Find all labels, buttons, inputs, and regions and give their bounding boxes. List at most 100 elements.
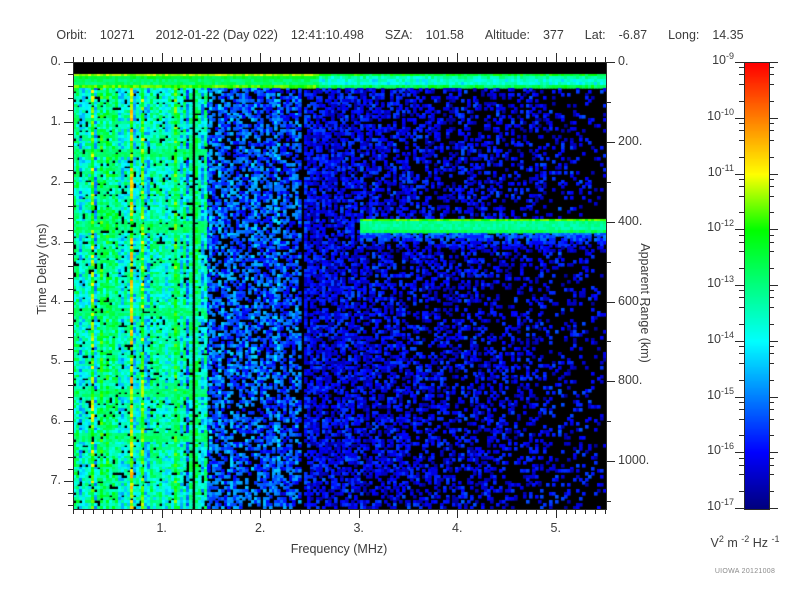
colorbar-minor-tick — [739, 458, 744, 459]
x-axis-minor-tick — [378, 509, 379, 514]
x-axis-minor-tick-top — [221, 57, 222, 62]
colorbar-minor-tick — [769, 140, 774, 141]
colorbar-exponent: -9 — [725, 50, 734, 61]
y-axis-left-label: Time Delay (ms) — [35, 223, 49, 315]
colorbar-major-tick — [769, 62, 778, 63]
y-axis-left-minor-tick — [68, 349, 73, 350]
x-axis-label: Frequency (MHz) — [290, 542, 388, 556]
x-axis-minor-tick-top — [526, 57, 527, 62]
x-axis-minor-tick — [477, 509, 478, 514]
y-axis-right-tick-label: 200. — [618, 133, 643, 148]
x-axis-minor-tick-top — [566, 57, 567, 62]
y-axis-left-minor-tick — [68, 98, 73, 99]
colorbar-tick-label: 10-9 — [678, 50, 734, 67]
x-axis-minor-tick-top — [211, 57, 212, 62]
y-axis-left-minor-tick — [68, 194, 73, 195]
colorbar-minor-tick — [769, 101, 774, 102]
colorbar-minor-tick — [769, 346, 774, 347]
x-axis-minor-tick-top — [438, 57, 439, 62]
colorbar-minor-tick — [739, 297, 744, 298]
colorbar-major-tick — [735, 118, 744, 119]
y-axis-right-major-tick — [606, 461, 615, 462]
x-axis-minor-tick — [575, 509, 576, 514]
x-axis-minor-tick — [546, 509, 547, 514]
x-axis-tick-label: 3. — [353, 521, 364, 535]
y-axis-left-tick-label: 0. — [50, 54, 61, 68]
colorbar-exponent: -10 — [720, 106, 734, 117]
x-axis-minor-tick-top — [378, 57, 379, 62]
colorbar-minor-tick — [739, 130, 744, 131]
x-axis-minor-tick-top — [290, 57, 291, 62]
x-axis-minor-tick-top — [536, 57, 537, 62]
colorbar-exponent: -13 — [720, 273, 734, 284]
x-axis-minor-tick-top — [103, 57, 104, 62]
x-axis-minor-tick — [300, 509, 301, 514]
y-axis-left-minor-tick — [68, 146, 73, 147]
x-axis-major-tick — [359, 509, 360, 518]
colorbar-minor-tick — [739, 491, 744, 492]
x-axis-minor-tick — [467, 509, 468, 514]
colorbar-gradient — [745, 63, 769, 509]
x-axis-minor-tick-top — [83, 57, 84, 62]
long-label: Long: — [668, 28, 700, 42]
colorbar-major-tick — [735, 397, 744, 398]
y-axis-left-minor-tick — [68, 266, 73, 267]
colorbar-minor-tick — [739, 84, 744, 85]
y-axis-right-major-tick — [606, 142, 615, 143]
colorbar-tick-label: 10-15 — [678, 386, 734, 402]
x-axis-minor-tick — [73, 509, 74, 514]
colorbar-minor-tick — [739, 251, 744, 252]
x-axis-major-tick-top — [260, 53, 261, 62]
colorbar-mantissa: 10 — [707, 165, 722, 179]
colorbar-major-tick — [735, 341, 744, 342]
x-axis-minor-tick — [270, 509, 271, 514]
x-axis-minor-tick — [152, 509, 153, 514]
x-axis-minor-tick — [280, 509, 281, 514]
x-axis-minor-tick — [566, 509, 567, 514]
x-axis-minor-tick-top — [280, 57, 281, 62]
colorbar-minor-tick — [769, 67, 774, 68]
observation-time: 12:41:10.498 — [290, 28, 364, 42]
y-axis-left-minor-tick — [68, 397, 73, 398]
x-axis-minor-tick-top — [585, 57, 586, 62]
y-axis-right-major-tick — [606, 222, 615, 223]
colorbar-major-tick — [769, 341, 778, 342]
x-axis-minor-tick-top — [231, 57, 232, 62]
x-axis-minor-tick — [181, 509, 182, 514]
units-v: V — [710, 536, 719, 550]
x-axis-minor-tick — [408, 509, 409, 514]
x-axis-minor-tick — [447, 509, 448, 514]
x-axis-minor-tick — [240, 509, 241, 514]
y-axis-left-major-tick — [64, 122, 73, 123]
x-axis-minor-tick — [112, 509, 113, 514]
x-axis-minor-tick — [221, 509, 222, 514]
y-axis-left-minor-tick — [68, 373, 73, 374]
x-axis-tick-label: 1. — [156, 521, 167, 535]
x-axis-minor-tick — [398, 509, 399, 514]
x-axis-major-tick-top — [457, 53, 458, 62]
y-axis-right-minor-tick — [606, 421, 611, 422]
y-axis-right-major-tick — [606, 381, 615, 382]
lat-value: -6.87 — [618, 28, 648, 42]
colorbar-minor-tick — [769, 474, 774, 475]
x-axis-minor-tick-top — [339, 57, 340, 62]
x-axis-minor-tick — [319, 509, 320, 514]
y-axis-left-tick-label: 2. — [50, 173, 61, 188]
x-axis-minor-tick-top — [132, 57, 133, 62]
x-axis-tick-label: 2. — [254, 521, 266, 535]
colorbar-minor-tick — [769, 458, 774, 459]
x-axis-minor-tick-top — [497, 57, 498, 62]
colorbar-major-tick — [769, 285, 778, 286]
x-axis-minor-tick-top — [152, 57, 153, 62]
y-axis-right-minor-tick — [606, 341, 611, 342]
colorbar-minor-tick — [739, 196, 744, 197]
colorbar-minor-tick — [769, 212, 774, 213]
colorbar-minor-tick — [769, 380, 774, 381]
colorbar-minor-tick — [739, 346, 744, 347]
y-axis-left-minor-tick — [68, 110, 73, 111]
x-axis-minor-tick-top — [369, 57, 370, 62]
colorbar-exponent: -14 — [720, 329, 734, 340]
colorbar-tick-label: 10-16 — [678, 441, 734, 457]
colorbar-major-tick — [769, 452, 778, 453]
colorbar-minor-tick — [769, 130, 774, 131]
